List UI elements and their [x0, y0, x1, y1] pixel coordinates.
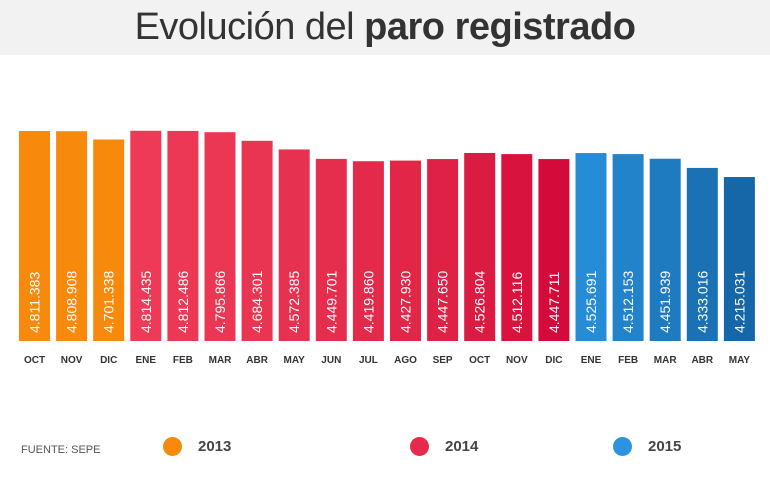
- bar: [278, 149, 310, 341]
- bar: [686, 167, 718, 341]
- data-label: 4.812.486: [175, 271, 191, 333]
- x-tick-label: OCT: [469, 355, 490, 366]
- bar-group: 4.512.116 NOV: [501, 154, 533, 366]
- legend-dot-2015: [613, 437, 632, 456]
- bar: [315, 158, 347, 341]
- bar: [464, 152, 496, 341]
- x-tick-label: MAR: [654, 355, 678, 366]
- data-label: 4.215.031: [731, 271, 747, 333]
- data-label: 4.451.939: [657, 271, 673, 333]
- page-title: Evolución del paro registrado: [135, 6, 636, 48]
- x-tick-label: DIC: [100, 355, 117, 366]
- x-tick-label: MAY: [284, 355, 306, 366]
- x-tick-label: AGO: [394, 355, 417, 366]
- bar: [352, 161, 384, 341]
- data-label: 4.447.650: [435, 271, 451, 333]
- legend-item-2015: 2015: [613, 437, 681, 456]
- x-tick-label: MAY: [729, 355, 751, 366]
- bar: [130, 130, 162, 341]
- data-label: 4.447.711: [546, 272, 562, 333]
- bar: [56, 131, 88, 341]
- data-label: 4.427.930: [398, 271, 414, 333]
- bar: [538, 159, 570, 341]
- data-label: 4.811.383: [27, 272, 43, 333]
- bar-group: 4.808.908 NOV: [56, 131, 88, 366]
- bar-group: 4.684.301 ABR: [241, 140, 273, 366]
- legend-dot-2013: [163, 437, 182, 456]
- x-tick-label: FEB: [618, 355, 638, 366]
- x-tick-label: MAR: [209, 355, 233, 366]
- bar: [390, 160, 421, 341]
- legend-label: 2013: [198, 438, 232, 455]
- legend-item-2013: 2013: [163, 437, 231, 456]
- legend-label: 2015: [648, 438, 682, 455]
- x-tick-label: ENE: [581, 355, 602, 366]
- x-tick-label: DIC: [545, 355, 562, 366]
- x-tick-label: OCT: [24, 355, 45, 366]
- bar-group: 4.525.691 ENE: [575, 153, 607, 366]
- data-label: 4.701.338: [101, 271, 117, 333]
- data-label: 4.814.435: [138, 271, 154, 333]
- data-label: 4.449.701: [323, 271, 339, 333]
- bar-group: 4.812.486 FEB: [167, 130, 199, 366]
- bar-group: 4.512.153 FEB: [612, 154, 644, 366]
- bar-group: 4.451.939 MAR: [649, 158, 681, 366]
- title-light: Evolución del: [134, 6, 365, 48]
- bar: [93, 139, 125, 341]
- legend-dot-2014: [410, 437, 429, 456]
- x-tick-label: NOV: [61, 355, 83, 366]
- bar: [427, 159, 459, 341]
- bar: [575, 153, 607, 341]
- data-label: 4.808.908: [64, 271, 80, 333]
- bar-group: 4.701.338 DIC: [93, 139, 125, 366]
- data-label: 4.512.116: [509, 272, 525, 333]
- bar: [241, 140, 273, 341]
- data-label: 4.572.385: [286, 271, 302, 333]
- bar: [649, 158, 681, 341]
- x-tick-label: JUN: [321, 355, 341, 366]
- bar-group: 4.811.383 OCT: [19, 131, 50, 366]
- legend-label: 2014: [445, 438, 479, 455]
- bar-group: 4.526.804 OCT: [464, 152, 496, 366]
- x-tick-label: NOV: [506, 355, 528, 366]
- bar: [501, 154, 533, 341]
- bar-chart: 4.811.383 OCT 4.808.908 NOV 4.701.338 DIC 4.81…: [19, 130, 755, 366]
- legend-item-2014: 2014: [410, 437, 478, 456]
- data-label: 4.526.804: [472, 271, 488, 333]
- bar: [723, 177, 755, 341]
- bar-group: 4.447.650 SEP: [427, 159, 459, 366]
- bar-group: 4.814.435 ENE: [130, 130, 162, 366]
- bar: [167, 130, 199, 341]
- bar-group: 4.419.860 JUL: [352, 161, 384, 366]
- x-tick-label: ABR: [246, 355, 268, 366]
- data-label: 4.684.301: [249, 271, 265, 333]
- x-tick-label: FEB: [173, 355, 193, 366]
- bar: [19, 131, 50, 341]
- bar-group: 4.795.866 MAR: [204, 132, 236, 366]
- bar-group: 4.447.711 DIC: [538, 159, 570, 366]
- bar: [204, 132, 236, 341]
- x-tick-label: JUL: [359, 355, 378, 366]
- bar-group: 4.215.031 MAY: [723, 177, 755, 366]
- bar: [612, 154, 644, 341]
- x-tick-label: ABR: [691, 355, 713, 366]
- header: Evolución del paro registrado: [0, 0, 770, 55]
- bar-group: 4.572.385 MAY: [278, 149, 310, 366]
- data-label: 4.419.860: [360, 271, 376, 333]
- source-note: FUENTE: SEPE: [21, 444, 101, 456]
- data-label: 4.795.866: [212, 271, 228, 333]
- x-tick-label: ENE: [136, 355, 157, 366]
- x-tick-label: SEP: [433, 355, 453, 366]
- data-label: 4.333.016: [694, 271, 710, 333]
- data-label: 4.525.691: [583, 271, 599, 333]
- bar-group: 4.427.930 AGO: [390, 160, 421, 366]
- title-bold: paro registrado: [364, 6, 636, 48]
- bar-group: 4.449.701 JUN: [315, 158, 347, 366]
- data-label: 4.512.153: [620, 271, 636, 333]
- bar-group: 4.333.016 ABR: [686, 167, 718, 366]
